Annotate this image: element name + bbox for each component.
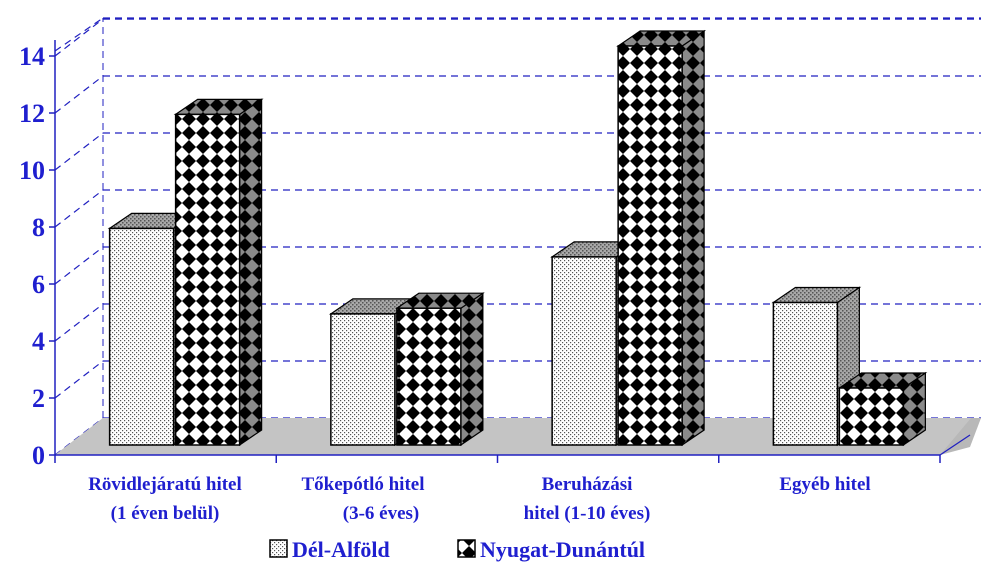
y-tick-label-4: 8 (32, 213, 45, 242)
bar-front-face (396, 307, 462, 446)
legend-layer: Dél-Alföld Nyugat-Dunántúl (269, 537, 645, 562)
y-tick-label-2: 4 (32, 327, 45, 356)
gridline-side-7 (54, 18, 104, 57)
bar-front-face (617, 45, 683, 446)
x-category-label-1-line-0: Tőkepótló hitel (302, 474, 425, 495)
gridline-side-1 (54, 360, 104, 399)
gridline-side-5 (54, 132, 104, 171)
bar-nyugat-dunantul-3 (837, 371, 928, 447)
bar-front-face (174, 113, 241, 446)
bar-front-face (108, 227, 175, 446)
bar-front-face (772, 301, 839, 446)
legend-swatch-del-alfold (269, 539, 288, 558)
axes-layer (49, 40, 971, 463)
bar-front-face (551, 256, 617, 446)
gridline-side-extra (54, 17, 104, 52)
bar-side-face (460, 292, 484, 447)
x-category-label-0-line-1: (1 éven belül) (111, 503, 220, 524)
y-tick-label-0: 0 (32, 441, 45, 470)
x-category-label-1-line-1: (3-6 éves) (343, 503, 420, 524)
bar-front-face (330, 313, 396, 446)
bar-side-face (681, 29, 705, 447)
y-tick-label-5: 10 (19, 156, 45, 185)
y-tick-label-3: 6 (32, 270, 45, 299)
x-category-label-0-line-0: Rövidlejáratú hitel (88, 474, 242, 495)
y-tick-label-6: 12 (19, 99, 45, 128)
y-tick-label-7: 14 (19, 42, 45, 71)
gridline-side-2 (54, 303, 104, 342)
gridline-side-3 (54, 246, 104, 285)
y-tick-label-1: 2 (32, 384, 45, 413)
gridline-side-4 (54, 189, 104, 228)
floor-layer (55, 418, 981, 455)
x-category-label-2-line-0: Beruházási (542, 474, 633, 495)
bar-nyugat-dunantul-0 (173, 98, 264, 447)
x-category-label-3-line-0: Egyéb hitel (779, 474, 870, 495)
x-category-label-2-line-1: hitel (1-10 éves) (524, 503, 651, 524)
legend-label-nyugat-dunantul: Nyugat-Dunántúl (480, 537, 645, 562)
legend-swatch-nyugat-dunantul (457, 539, 476, 558)
x-axis-depth-line (939, 434, 971, 456)
bar-del-alfold-3 (771, 286, 862, 447)
legend-label-del-alfold: Dél-Alföld (292, 537, 390, 562)
bar-nyugat-dunantul-2 (616, 29, 707, 447)
bars-layer (107, 29, 928, 447)
labels-layer: 0 2 4 6 8 10 12 14 Rövidlejáratú hitel (1 éven be… (19, 42, 871, 524)
floor-top (55, 418, 971, 455)
bar-side-face (239, 98, 263, 447)
bar-nyugat-dunantul-1 (394, 292, 485, 447)
gridline-side-6 (54, 75, 104, 114)
bar-front-face (838, 387, 905, 446)
